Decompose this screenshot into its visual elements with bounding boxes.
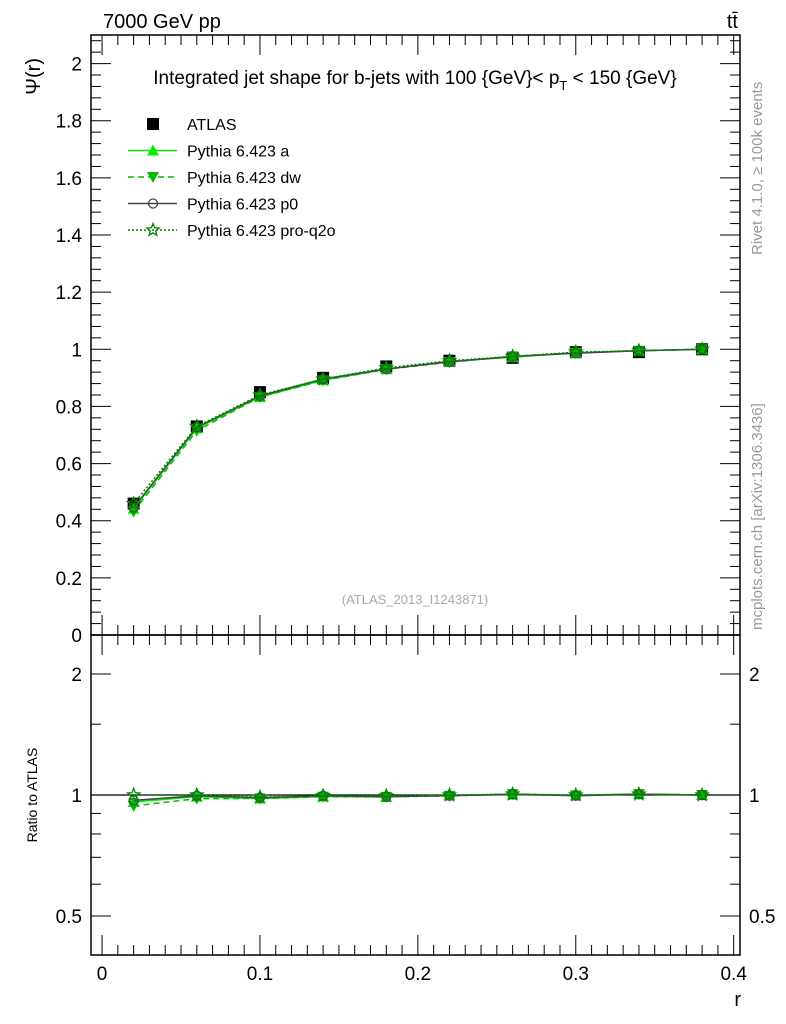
ratio-point-pythia-6-423-dw [317,791,330,803]
legend-label: ATLAS [187,117,237,134]
ratio-point-pythia-6-423-pro-q2o [188,786,205,802]
legend-marker-pythia-6-423-a [147,144,159,156]
header-right: tt̄ [727,11,739,33]
legend-marker-pythia-6-423-p0 [147,198,159,209]
series-line-pythia-6-423-dw [133,348,703,513]
data-point-pythia-6-423-p0 [254,390,266,402]
legend-label: Pythia 6.423 a [187,144,289,161]
series-line-pythia-6-423-pro-q2o [133,348,703,505]
series-line-pythia-6-423-a [133,348,703,510]
data-point-pythia-6-423-pro-q2o [315,370,331,386]
ratio-point-pythia-6-423-p0 [254,792,266,803]
ratio-axis-label: Ratio to ATLAS [24,748,40,843]
ratio-point-pythia-6-423-p0 [381,791,392,802]
ratio-point-pythia-6-423-p0 [191,790,202,801]
x-tick-label: 0.1 [247,964,273,985]
data-point-pythia-6-423-pro-q2o [125,495,142,511]
ratio-tick-label-right: 0.5 [749,907,775,928]
legend-label: Pythia 6.423 dw [187,170,301,187]
y-tick-label: 0 [71,626,82,647]
ratio-point-pythia-6-423-pro-q2o [631,785,647,801]
x-axis-label: r [734,989,741,1011]
legend-marker-atlas [147,118,159,130]
data-point-pythia-6-423-pro-q2o [441,352,458,368]
legend-label: Pythia 6.423 p0 [187,197,298,214]
rivet-label: Rivet 4.1.0, ≥ 100k events [749,82,766,255]
y-tick-label: 0.2 [56,569,82,590]
ratio-point-pythia-6-423-pro-q2o [378,787,395,803]
legend-marker-pythia-6-423-pro-q2o [145,221,161,237]
data-point-pythia-6-423-p0 [381,363,392,375]
ratio-frame [90,634,741,956]
x-tick-label: 0.2 [405,964,431,985]
data-point-pythia-6-423-pro-q2o [631,342,647,358]
ratio-point-pythia-6-423-pro-q2o [441,786,458,802]
y-tick-label: 0.4 [56,512,83,533]
y-tick-label: 0.6 [56,455,82,476]
series-line-pythia-6-423-p0 [133,348,703,509]
ratio-tick-label-right: 1 [749,786,760,807]
data-point-pythia-6-423-p0 [570,348,581,359]
y-tick-label: 1.8 [56,112,82,133]
data-point-pythia-6-423-pro-q2o [694,340,710,356]
legend-label: Pythia 6.423 pro-q2o [187,223,336,240]
ratio-tick-label-right: 2 [749,665,760,686]
ratio-tick-label: 1 [71,786,82,807]
data-point-pythia-6-423-p0 [191,422,202,433]
y-tick-label: 0.8 [56,397,82,418]
watermark: (ATLAS_2013_I1243871) [342,592,488,607]
ratio-point-pythia-6-423-pro-q2o [315,787,332,803]
data-point-pythia-6-423-pro-q2o [188,418,205,434]
ratio-point-pythia-6-423-pro-q2o [125,786,142,802]
data-point-pythia-6-423-pro-q2o [504,348,521,364]
mcplots-label: mcplots.cern.ch [arXiv:1306.3436] [749,403,766,630]
y-axis-label: Ψ(r) [23,58,45,95]
header-left: 7000 GeV pp [103,11,221,33]
x-tick-label: 0.4 [720,964,747,985]
data-point-pythia-6-423-dw [380,364,393,376]
legend-marker-pythia-6-423-dw [147,172,159,183]
ratio-point-pythia-6-423-pro-q2o [504,785,521,801]
y-tick-label: 2 [71,55,82,76]
y-tick-label: 1.6 [56,169,82,190]
ratio-tick-label: 2 [71,665,82,686]
data-point-pythia-6-423-pro-q2o [567,343,584,359]
ratio-point-pythia-6-423-pro-q2o [567,786,584,802]
ratio-tick-label: 0.5 [56,907,82,928]
ratio-point-pythia-6-423-p0 [570,790,581,801]
data-point-pythia-6-423-p0 [444,356,455,368]
chart-title: Integrated jet shape for b-jets with 100… [153,68,676,93]
x-tick-label: 0 [97,964,108,985]
y-tick-label: 1.4 [56,226,83,247]
ratio-point-pythia-6-423-pro-q2o [694,786,710,802]
y-tick-label: 1 [71,340,82,361]
data-point-pythia-6-423-dw [443,357,456,369]
data-point-pythia-6-423-pro-q2o [252,386,268,402]
x-tick-label: 0.3 [563,964,589,985]
ratio-point-pythia-6-423-pro-q2o [252,788,268,804]
ratio-line-pythia-6-423-pro-q2o [133,793,703,798]
y-tick-label: 1.2 [56,283,82,304]
data-point-pythia-6-423-pro-q2o [378,359,395,375]
ratio-point-pythia-6-423-p0 [444,790,455,801]
